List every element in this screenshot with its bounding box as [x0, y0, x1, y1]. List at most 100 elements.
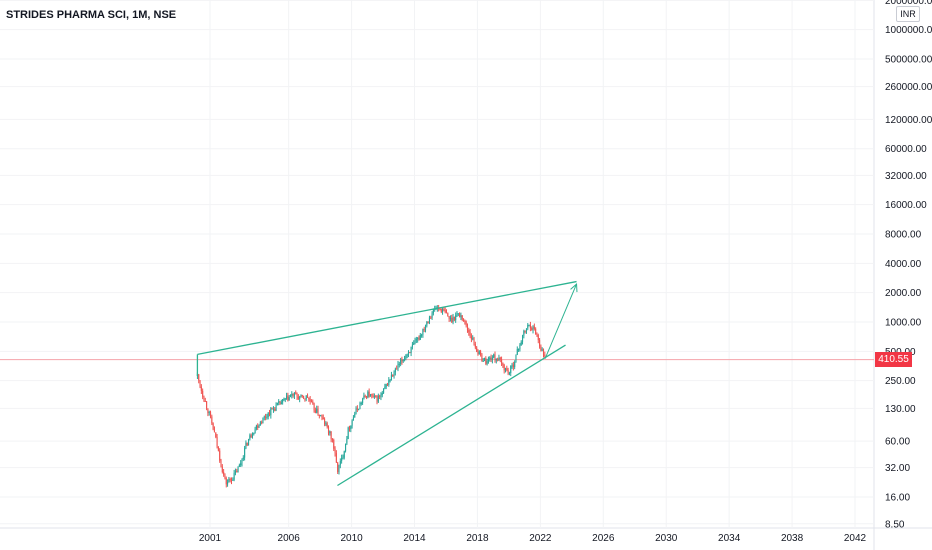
candle-body-down — [257, 425, 259, 428]
candle-body-up — [291, 393, 293, 396]
candle-body-down — [335, 453, 337, 463]
candle-body-down — [321, 415, 323, 418]
candle-body-down — [499, 357, 501, 360]
candle-body-down — [485, 358, 487, 364]
candle-body-down — [375, 396, 377, 398]
candle-body-up — [346, 438, 348, 444]
candle-body-up — [355, 408, 357, 415]
candle-body-down — [531, 328, 533, 330]
candle-body-up — [289, 395, 292, 397]
candle-body-up — [362, 399, 364, 403]
candle-body-up — [384, 386, 386, 389]
candle-body-down — [217, 446, 219, 451]
candle-body-down — [292, 393, 294, 396]
candle-body-up — [508, 373, 510, 375]
candle-body-up — [338, 464, 340, 472]
candle-body-up — [435, 308, 437, 310]
candle-body-up — [486, 361, 488, 364]
candle-body-up — [259, 422, 261, 426]
candle-body-down — [297, 396, 299, 399]
candle-body-down — [308, 397, 310, 400]
candle-body-up — [244, 448, 246, 458]
candle-body-down — [236, 471, 238, 473]
candle-body-down — [333, 439, 335, 449]
candle-body-up — [452, 316, 454, 323]
candle-body-up — [347, 427, 349, 439]
candle-body-down — [371, 394, 373, 396]
candle-body-up — [389, 380, 391, 382]
candle-body-down — [444, 310, 446, 313]
candle-body-up — [329, 431, 331, 434]
candle-body-down — [524, 330, 526, 332]
candle-body-up — [456, 313, 458, 316]
candle-body-down — [439, 308, 441, 310]
candle-body-up — [405, 355, 407, 359]
y-tick-label: 1000000.00 — [885, 25, 932, 36]
currency-badge[interactable]: INR — [896, 6, 920, 22]
candle-body-up — [410, 346, 412, 353]
y-tick-label: 32000.00 — [885, 171, 927, 182]
candle-body-down — [202, 390, 204, 397]
candle-body-up — [528, 324, 530, 326]
candle-body-up — [253, 433, 255, 435]
y-tick-label: 120000.00 — [885, 115, 932, 126]
candle-body-down — [544, 354, 546, 357]
candle-body-up — [345, 443, 347, 452]
y-tick-label: 60000.00 — [885, 144, 927, 155]
candle-body-down — [287, 395, 289, 401]
candle-body-down — [465, 321, 467, 326]
x-tick-label: 2034 — [718, 533, 741, 544]
trendline — [197, 280, 577, 356]
candle-body-up — [255, 425, 257, 429]
candle-body-up — [532, 326, 534, 330]
candle-body-up — [234, 471, 236, 474]
candle-body-up — [367, 391, 369, 398]
candle-body-up — [325, 423, 327, 425]
candle-body-up — [414, 340, 416, 344]
candle-body-up — [422, 329, 424, 335]
candle-body-up — [278, 401, 280, 403]
candle-body-down — [223, 471, 225, 475]
candle-body-down — [468, 329, 470, 333]
candle-body-up — [373, 396, 375, 398]
candle-body-down — [356, 408, 358, 410]
candles — [196, 304, 546, 488]
y-tick-label: 2000.00 — [885, 288, 922, 299]
candle-body-up — [518, 348, 520, 350]
y-tick-label: 130.00 — [885, 404, 916, 415]
candle-body-up — [426, 322, 428, 326]
candle-body-up — [428, 317, 431, 323]
candle-body-down — [396, 368, 398, 370]
candle-body-down — [365, 395, 368, 398]
candle-body-up — [242, 457, 244, 460]
candle-body-down — [279, 401, 281, 405]
candle-body-down — [206, 401, 208, 409]
candle-body-up — [383, 388, 385, 394]
candle-body-up — [388, 380, 390, 385]
candle-body-down — [480, 351, 482, 355]
candle-body-down — [386, 384, 389, 386]
candle-body-down — [462, 319, 465, 321]
candle-body-up — [421, 334, 423, 336]
candle-body-down — [324, 419, 326, 425]
candle-body-down — [379, 395, 381, 397]
candle-body-up — [241, 459, 243, 464]
candle-body-up — [350, 425, 352, 430]
candle-body-down — [453, 316, 455, 321]
candle-body-down — [318, 414, 320, 416]
candle-body-down — [229, 479, 231, 481]
candle-body-down — [330, 431, 332, 439]
candle-body-up — [516, 349, 518, 355]
x-tick-label: 2042 — [844, 533, 867, 544]
candle-body-down — [295, 392, 297, 394]
candle-body-down — [470, 336, 472, 340]
candle-body-down — [540, 346, 542, 351]
candle-body-up — [263, 416, 265, 418]
candle-body-down — [481, 354, 483, 362]
candle-body-down — [533, 326, 535, 329]
candle-body-up — [238, 464, 240, 467]
candle-body-down — [301, 394, 303, 397]
candle-body-down — [409, 352, 411, 354]
